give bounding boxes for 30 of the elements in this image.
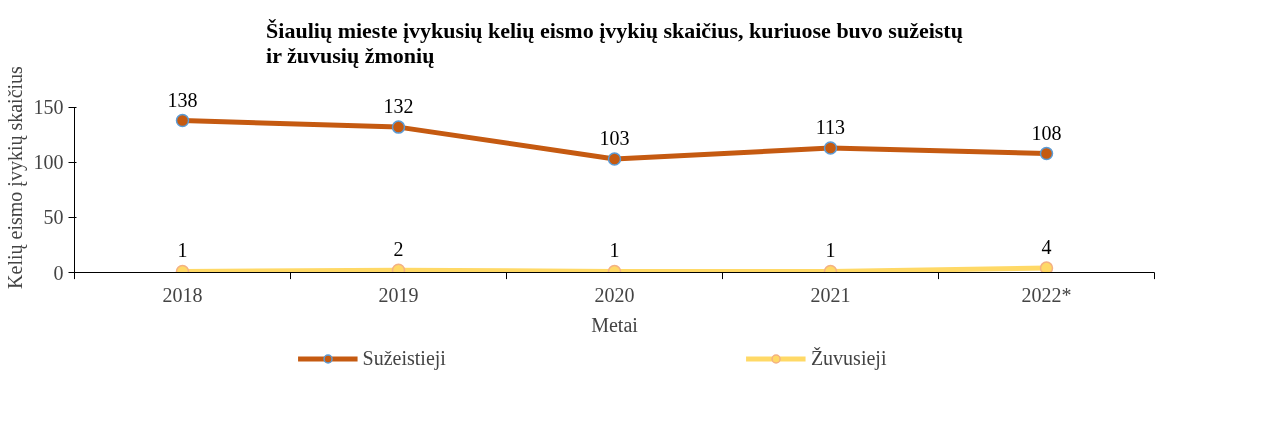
point <box>607 152 622 166</box>
data-label: 4 <box>1041 236 1052 259</box>
x-tick-label: 2020 <box>594 283 635 306</box>
y-tick-label: 0 <box>53 261 64 284</box>
x-tick-label: 2018 <box>162 283 203 306</box>
point <box>391 120 406 134</box>
data-label: 103 <box>599 127 630 150</box>
y-tick-label: 100 <box>33 151 64 174</box>
data-label: 113 <box>815 116 846 139</box>
data-label: 1 <box>609 239 620 262</box>
y-axis-title: Kelių eismo įvykių skaičius <box>3 65 27 289</box>
point <box>823 141 838 155</box>
data-label: 132 <box>383 95 414 118</box>
point <box>1039 146 1054 161</box>
x-tick-label: 2019 <box>378 283 419 306</box>
y-tick-label: 50 <box>43 206 64 229</box>
y-tick-label: 150 <box>33 96 64 119</box>
chart-title: Šiaulių mieste įvykusių kelių eismo įvykių skaičius, kuriuose buvo sužeistų ir žuvusių žmonių <box>266 17 963 68</box>
legend-label: Sužeistieji <box>362 346 446 370</box>
data-label: 138 <box>167 88 198 111</box>
data-label: 1 <box>177 239 188 262</box>
data-label: 108 <box>1031 121 1062 144</box>
data-label: 1 <box>825 239 836 262</box>
x-tick-label: 2022* <box>1021 283 1072 306</box>
x-tick-label: 2021 <box>810 283 851 306</box>
point <box>175 113 190 128</box>
point <box>1039 261 1054 273</box>
legend-label: Žuvusieji <box>810 346 887 370</box>
x-axis-title: Metai <box>591 313 639 336</box>
data-label: 2 <box>393 238 404 261</box>
